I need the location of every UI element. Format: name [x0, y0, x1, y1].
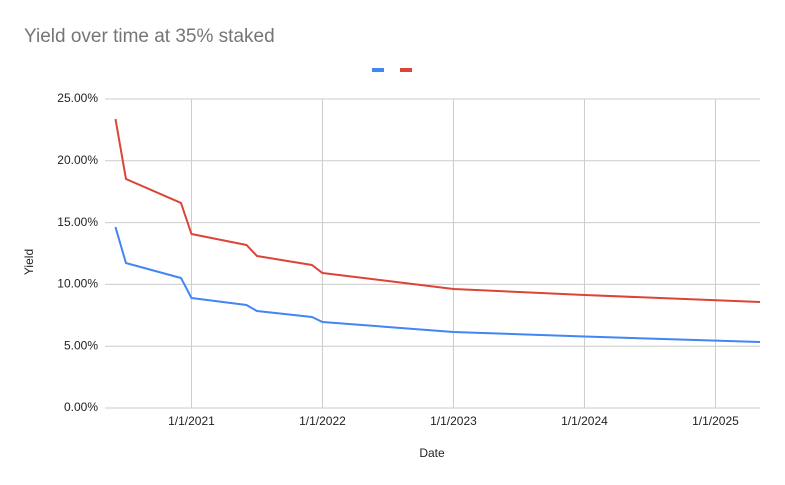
y-tick-label: 25.00%	[57, 91, 98, 105]
y-tick-label: 10.00%	[57, 277, 98, 291]
series-line	[114, 226, 761, 343]
y-tick-label: 0.00%	[64, 400, 98, 414]
y-tick-label: 5.00%	[64, 338, 98, 352]
chart-title: Yield over time at 35% staked	[24, 26, 275, 47]
series-line	[114, 118, 761, 303]
x-tick-label: 1/1/2022	[299, 414, 346, 428]
x-tick-label: 1/1/2024	[561, 414, 608, 428]
x-tick-label: 1/1/2023	[430, 414, 477, 428]
y-tick-label: 20.00%	[57, 153, 98, 167]
y-tick-label: 15.00%	[57, 215, 98, 229]
x-tick-label: 1/1/2021	[168, 414, 215, 428]
x-axis-label: Date	[419, 446, 445, 460]
y-axis-label: Yield	[22, 249, 36, 275]
x-tick-label: 1/1/2025	[692, 414, 739, 428]
